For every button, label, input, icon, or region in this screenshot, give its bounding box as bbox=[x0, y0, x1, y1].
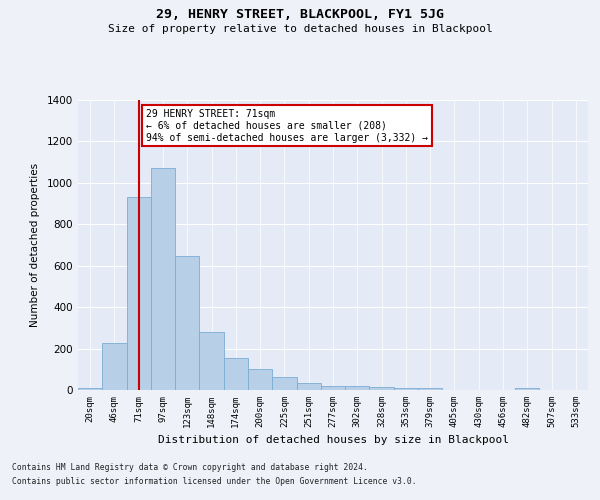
Bar bbox=[102, 344, 127, 390]
Bar bbox=[127, 198, 151, 390]
Bar bbox=[272, 376, 296, 390]
Text: Size of property relative to detached houses in Blackpool: Size of property relative to detached ho… bbox=[107, 24, 493, 34]
Bar bbox=[345, 386, 370, 390]
Bar bbox=[370, 387, 394, 390]
Bar bbox=[515, 388, 539, 390]
Bar bbox=[248, 370, 272, 390]
Y-axis label: Number of detached properties: Number of detached properties bbox=[30, 163, 40, 327]
Bar bbox=[394, 388, 418, 390]
Text: Distribution of detached houses by size in Blackpool: Distribution of detached houses by size … bbox=[158, 435, 509, 445]
Bar bbox=[78, 388, 102, 390]
Bar bbox=[199, 332, 224, 390]
Bar bbox=[224, 358, 248, 390]
Bar bbox=[321, 386, 345, 390]
Text: 29, HENRY STREET, BLACKPOOL, FY1 5JG: 29, HENRY STREET, BLACKPOOL, FY1 5JG bbox=[156, 8, 444, 20]
Text: Contains HM Land Registry data © Crown copyright and database right 2024.: Contains HM Land Registry data © Crown c… bbox=[12, 464, 368, 472]
Bar bbox=[151, 168, 175, 390]
Text: Contains public sector information licensed under the Open Government Licence v3: Contains public sector information licen… bbox=[12, 477, 416, 486]
Text: 29 HENRY STREET: 71sqm
← 6% of detached houses are smaller (208)
94% of semi-det: 29 HENRY STREET: 71sqm ← 6% of detached … bbox=[146, 110, 428, 142]
Bar bbox=[175, 256, 199, 390]
Bar bbox=[418, 388, 442, 390]
Bar bbox=[296, 383, 321, 390]
